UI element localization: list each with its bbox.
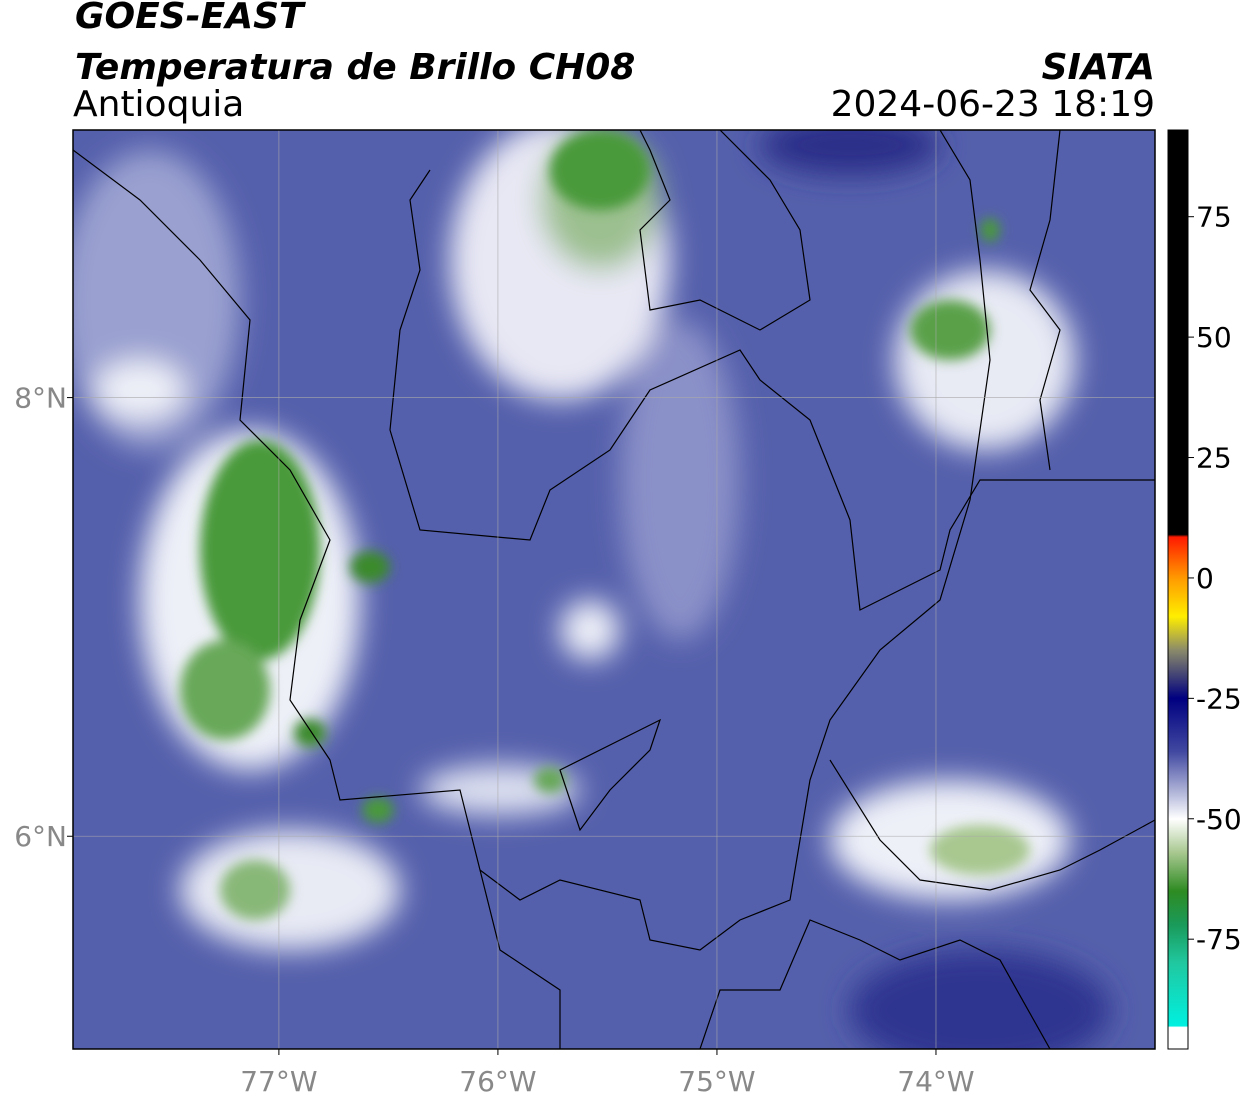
colorbar-tick-label: 50: [1196, 321, 1232, 354]
timestamp: 2024-06-23 18:19: [831, 84, 1155, 125]
colorbar-tick-label: -25: [1196, 682, 1242, 715]
colorbar-tick-label: 25: [1196, 442, 1232, 475]
x-tick-label: 76°W: [459, 1065, 536, 1098]
map-frame: [72, 129, 1156, 1050]
agency: SIATA: [1042, 47, 1155, 88]
colorbar: [1167, 129, 1189, 1050]
x-tick-label: 77°W: [240, 1065, 317, 1098]
colorbar-tick-label: -50: [1196, 803, 1242, 836]
y-tick-label: 6°N: [14, 820, 67, 853]
borders: [73, 130, 1155, 1049]
title: Temperatura de Brillo CH08: [75, 47, 635, 88]
colorbar-tick-label: 0: [1196, 562, 1214, 595]
header-line: GOES-EAST: [75, 0, 306, 37]
map-image: [73, 130, 1155, 1049]
y-tick-label: 8°N: [14, 382, 67, 415]
colorbar-tick-label: -75: [1196, 923, 1242, 956]
x-tick-label: 75°W: [678, 1065, 755, 1098]
colorbar-tick-label: 75: [1196, 201, 1232, 234]
region: Antioquia: [73, 84, 244, 125]
x-tick-label: 74°W: [897, 1065, 974, 1098]
